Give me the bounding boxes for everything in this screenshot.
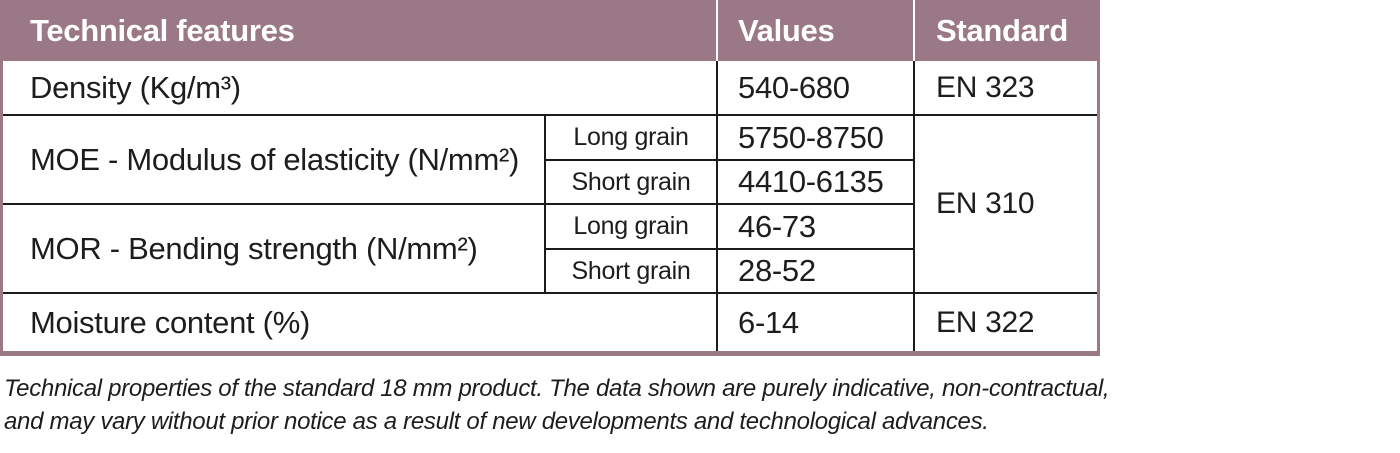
footnote-line-2: and may vary without prior notice as a r…: [4, 408, 989, 435]
moe-label: MOE - Modulus of elasticity (N/mm²): [3, 116, 544, 205]
table-row-mor-short-grain: Short grain 28-52: [3, 250, 1097, 294]
moe-long-grain-value: 5750-8750: [716, 116, 913, 161]
density-label: Density (Kg/m³): [3, 61, 716, 116]
footnote-line-1: Technical properties of the standard 18 …: [4, 375, 1110, 402]
column-header-standard: Standard: [913, 0, 1097, 61]
table-row-mor-long-grain: MOR - Bending strength (N/mm²) Long grai…: [3, 205, 1097, 294]
technical-features-table: Technical features Values Standard Densi…: [0, 0, 1100, 356]
density-value: 540-680: [716, 61, 913, 116]
footnote: Technical properties of the standard 18 …: [4, 372, 1110, 438]
technical-features-grid: Technical features Values Standard Densi…: [3, 0, 1097, 351]
moisture-value: 6-14: [716, 294, 913, 351]
mor-short-grain-value: 28-52: [716, 250, 913, 294]
mor-short-grain-label: Short grain: [544, 250, 716, 294]
moisture-label: Moisture content (%): [30, 304, 310, 340]
mor-long-grain-value: 46-73: [716, 205, 913, 250]
column-header-technical-features: Technical features: [3, 0, 716, 61]
moe-short-grain-value: 4410-6135: [716, 161, 913, 205]
mor-label: MOR - Bending strength (N/mm²): [3, 205, 544, 294]
moe-mor-standard: EN 310: [913, 116, 1097, 294]
table-row-moe-short-grain: Short grain 4410-6135: [3, 161, 1097, 205]
table-header-row: Technical features Values Standard: [3, 0, 1097, 61]
table-row-moe-long-grain: MOE - Modulus of elasticity (N/mm²) Long…: [3, 116, 1097, 294]
mor-long-grain-label: Long grain: [544, 205, 716, 250]
column-header-values: Values: [716, 0, 913, 61]
moe-short-grain-label: Short grain: [544, 161, 716, 205]
moe-long-grain-label: Long grain: [544, 116, 716, 161]
table-row-moisture: Moisture content (%) 6-14 EN 322: [3, 294, 1097, 351]
moisture-standard: EN 322: [913, 294, 1097, 351]
table-row-density: Density (Kg/m³) 540-680 EN 323: [3, 61, 1097, 116]
density-standard: EN 323: [913, 61, 1097, 116]
